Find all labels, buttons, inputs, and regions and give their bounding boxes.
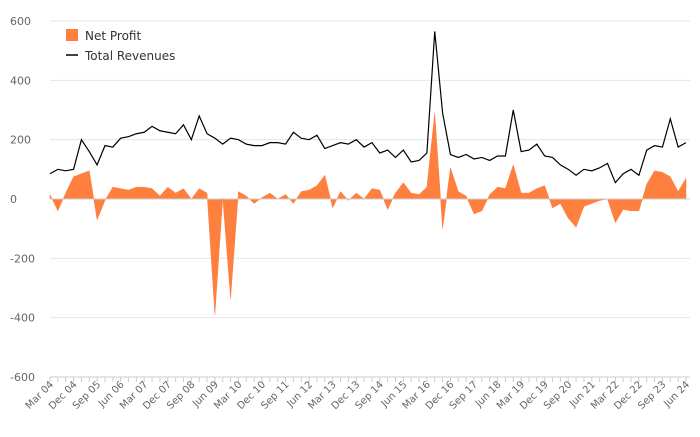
series-net-profit-area[interactable]: [50, 113, 686, 315]
legend-label-net-profit[interactable]: Net Profit: [85, 29, 141, 43]
legend-swatch-net-profit[interactable]: [66, 29, 78, 41]
legend-label-total-revenues[interactable]: Total Revenues: [84, 49, 175, 63]
y-tick-label: -400: [10, 312, 35, 325]
y-tick-label: 200: [10, 134, 31, 147]
y-tick-label: 0: [10, 193, 17, 206]
legend: Net Profit Total Revenues: [66, 29, 175, 63]
y-tick-label: -600: [10, 371, 35, 384]
y-tick-label: 600: [10, 15, 31, 28]
y-tick-label: 400: [10, 74, 31, 87]
y-tick-label: -200: [10, 252, 35, 265]
x-tick-label: Jun 24: [661, 379, 692, 410]
